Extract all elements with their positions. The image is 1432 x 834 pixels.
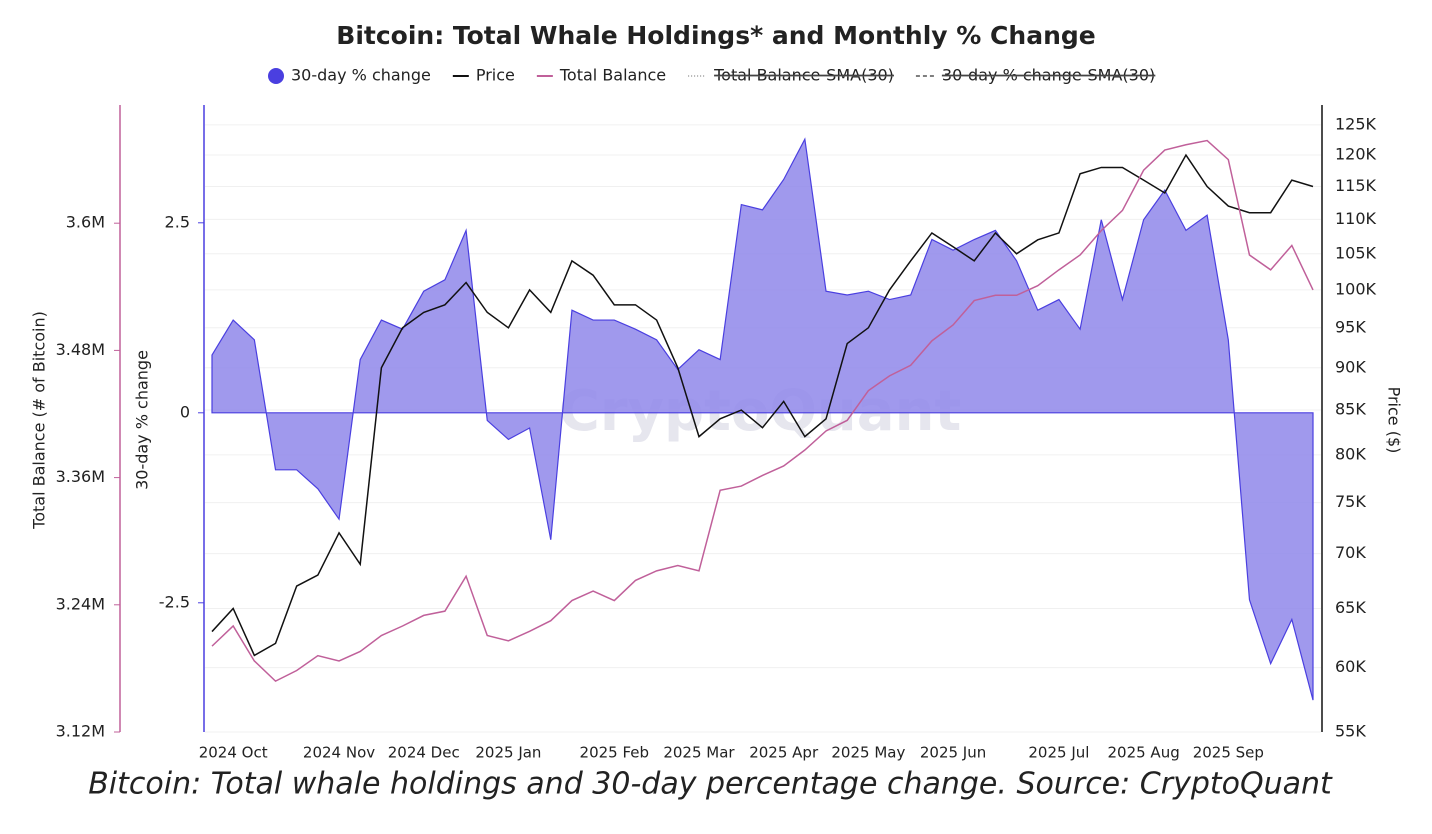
legend-label[interactable]: Total Balance [559, 66, 666, 85]
y3-axis-label: Total Balance (# of Bitcoin) [30, 311, 49, 530]
y2-tick-label: 115K [1335, 176, 1377, 195]
line [211, 153, 1314, 657]
legend-label[interactable]: Price [476, 66, 515, 85]
y2-tick-label: 110K [1335, 209, 1377, 228]
x-tick-label: 2025 Jul [1028, 744, 1089, 762]
y-tick-label: 2.5 [165, 212, 190, 231]
x-tick-label: 2025 Jun [920, 744, 986, 762]
area [211, 137, 1314, 701]
x-tick-label: 2025 Aug [1107, 744, 1179, 762]
x-tick-label: 2024 Nov [303, 744, 375, 762]
y2-tick-label: 65K [1335, 598, 1366, 617]
y-axis-label: 30-day % change [133, 350, 152, 490]
y2-tick-label: 75K [1335, 492, 1366, 511]
y3-tick-label: 3.48M [56, 340, 105, 359]
y3-tick-label: 3.12M [56, 722, 105, 741]
line [211, 139, 1314, 683]
x-tick-label: 2025 May [831, 744, 905, 762]
y2-axis-label: Price ($) [1385, 387, 1404, 454]
y2-tick-label: 80K [1335, 444, 1366, 463]
x-tick-label: 2025 Jan [475, 744, 541, 762]
y-tick-label: -2.5 [159, 592, 190, 611]
caption: Bitcoin: Total whale holdings and 30-day… [88, 767, 1333, 802]
chart-title: Bitcoin: Total Whale Holdings* and Month… [336, 21, 1095, 50]
y-tick-label: 0 [180, 402, 190, 421]
x-tick-label: 2024 Dec [388, 744, 460, 762]
y2-tick-label: 60K [1335, 657, 1366, 676]
y2-tick-label: 70K [1335, 543, 1366, 562]
y2-tick-label: 120K [1335, 145, 1377, 164]
legend-swatch [268, 68, 284, 84]
y2-tick-label: 95K [1335, 317, 1366, 336]
y3-tick-label: 3.36M [56, 467, 105, 486]
y2-tick-label: 105K [1335, 243, 1377, 262]
y2-tick-label: 85K [1335, 400, 1366, 419]
y2-tick-label: 90K [1335, 357, 1366, 376]
x-tick-label: 2025 Feb [580, 744, 650, 762]
legend-label[interactable]: 30-day % change [291, 66, 431, 85]
x-tick-label: 2025 Sep [1193, 744, 1264, 762]
y2-tick-label: 100K [1335, 279, 1377, 298]
x-tick-label: 2025 Apr [749, 744, 819, 762]
legend-label[interactable]: Total Balance-SMA(30) [713, 66, 894, 85]
y3-tick-label: 3.24M [56, 594, 105, 613]
y3-tick-label: 3.6M [66, 213, 105, 232]
x-tick-label: 2025 Mar [663, 744, 735, 762]
y2-tick-label: 125K [1335, 114, 1377, 133]
y2-tick-label: 55K [1335, 722, 1366, 741]
x-tick-label: 2024 Oct [199, 744, 268, 762]
legend-label[interactable]: 30-day % change-SMA(30) [942, 66, 1155, 85]
